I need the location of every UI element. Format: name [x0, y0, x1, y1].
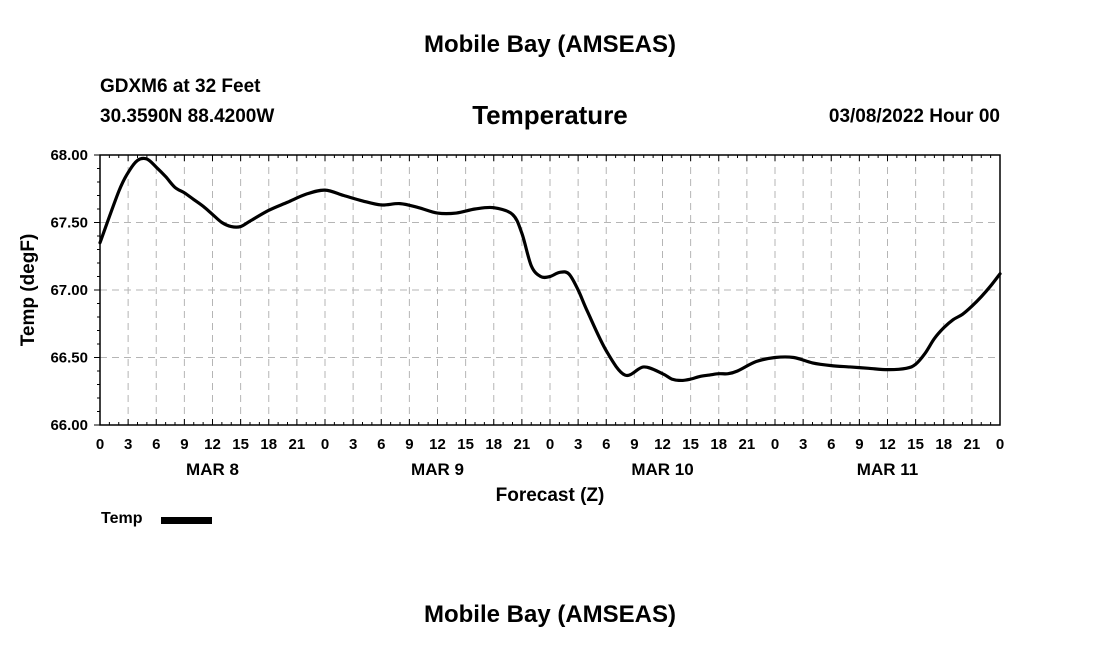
day-label: MAR 9	[411, 460, 464, 479]
axis-labels: 0 3 6 9 12 15 18 21 0 3 6 9 12 15 18 21 0 3 6 9 12 15 18 21 0 3 6 9…	[50, 147, 1004, 479]
page-title: Mobile Bay (AMSEAS)	[423, 31, 677, 58]
x-tick-label: 3	[124, 436, 132, 453]
chart-grid	[100, 155, 1000, 425]
x-tick-label: 15	[232, 436, 249, 453]
x-tick-label: 0	[96, 436, 104, 453]
forecast-run-time: 03/08/2022 Hour 00	[828, 106, 1000, 127]
x-tick-label: 6	[377, 436, 385, 453]
x-tick-label: 9	[855, 436, 863, 453]
series-line-temp	[98, 156, 1002, 383]
x-tick-label: 6	[602, 436, 610, 453]
x-tick-label: 9	[405, 436, 413, 453]
y-tick-label: 68.00	[50, 147, 88, 164]
day-label: MAR 11	[857, 460, 918, 479]
x-tick-label: 0	[996, 436, 1004, 453]
x-tick-label: 15	[907, 436, 924, 453]
x-tick-label: 3	[799, 436, 807, 453]
y-tick-label: 67.00	[50, 282, 88, 299]
y-axis-title: Temp (degF)	[18, 234, 39, 347]
x-tick-label: 0	[546, 436, 554, 453]
x-tick-label: 12	[429, 436, 446, 453]
station-coordinates: 30.3590N 88.4200W	[100, 106, 275, 127]
x-tick-label: 3	[574, 436, 582, 453]
y-tick-label: 66.50	[50, 350, 88, 367]
x-tick-label: 18	[485, 436, 502, 453]
x-tick-label: 18	[260, 436, 277, 453]
x-tick-label: 3	[349, 436, 357, 453]
station-label: GDXM6 at 32 Feet	[100, 76, 261, 97]
x-tick-label: 15	[457, 436, 474, 453]
y-tick-label: 67.50	[50, 215, 88, 232]
x-tick-label: 15	[682, 436, 699, 453]
x-tick-label: 12	[654, 436, 671, 453]
legend-swatch-temp	[161, 517, 212, 524]
footer-title: Mobile Bay (AMSEAS)	[423, 601, 677, 628]
x-tick-label: 0	[771, 436, 779, 453]
legend-label: Temp	[101, 510, 143, 527]
temperature-chart: 0 3 6 9 12 15 18 21 0 3 6 9 12 15 18 21 0 3 6 9 12 15 18 21 0 3 6 9…	[18, 147, 1004, 506]
x-tick-label: 21	[739, 436, 756, 453]
x-tick-label: 6	[827, 436, 835, 453]
x-tick-label: 21	[514, 436, 531, 453]
day-label: MAR 10	[631, 460, 693, 479]
x-tick-label: 21	[289, 436, 306, 453]
x-tick-label: 12	[879, 436, 896, 453]
x-tick-label: 12	[204, 436, 221, 453]
x-tick-label: 9	[630, 436, 638, 453]
x-tick-label: 6	[152, 436, 160, 453]
x-tick-label: 9	[180, 436, 188, 453]
x-tick-label: 0	[321, 436, 329, 453]
x-tick-label: 18	[935, 436, 952, 453]
axis-ticks	[94, 154, 1001, 426]
chart-title: Temperature	[472, 100, 628, 130]
x-axis-title: Forecast (Z)	[496, 485, 605, 506]
x-tick-label: 18	[710, 436, 727, 453]
day-label: MAR 8	[186, 460, 239, 479]
y-tick-label: 66.00	[50, 417, 88, 434]
x-tick-label: 21	[964, 436, 981, 453]
